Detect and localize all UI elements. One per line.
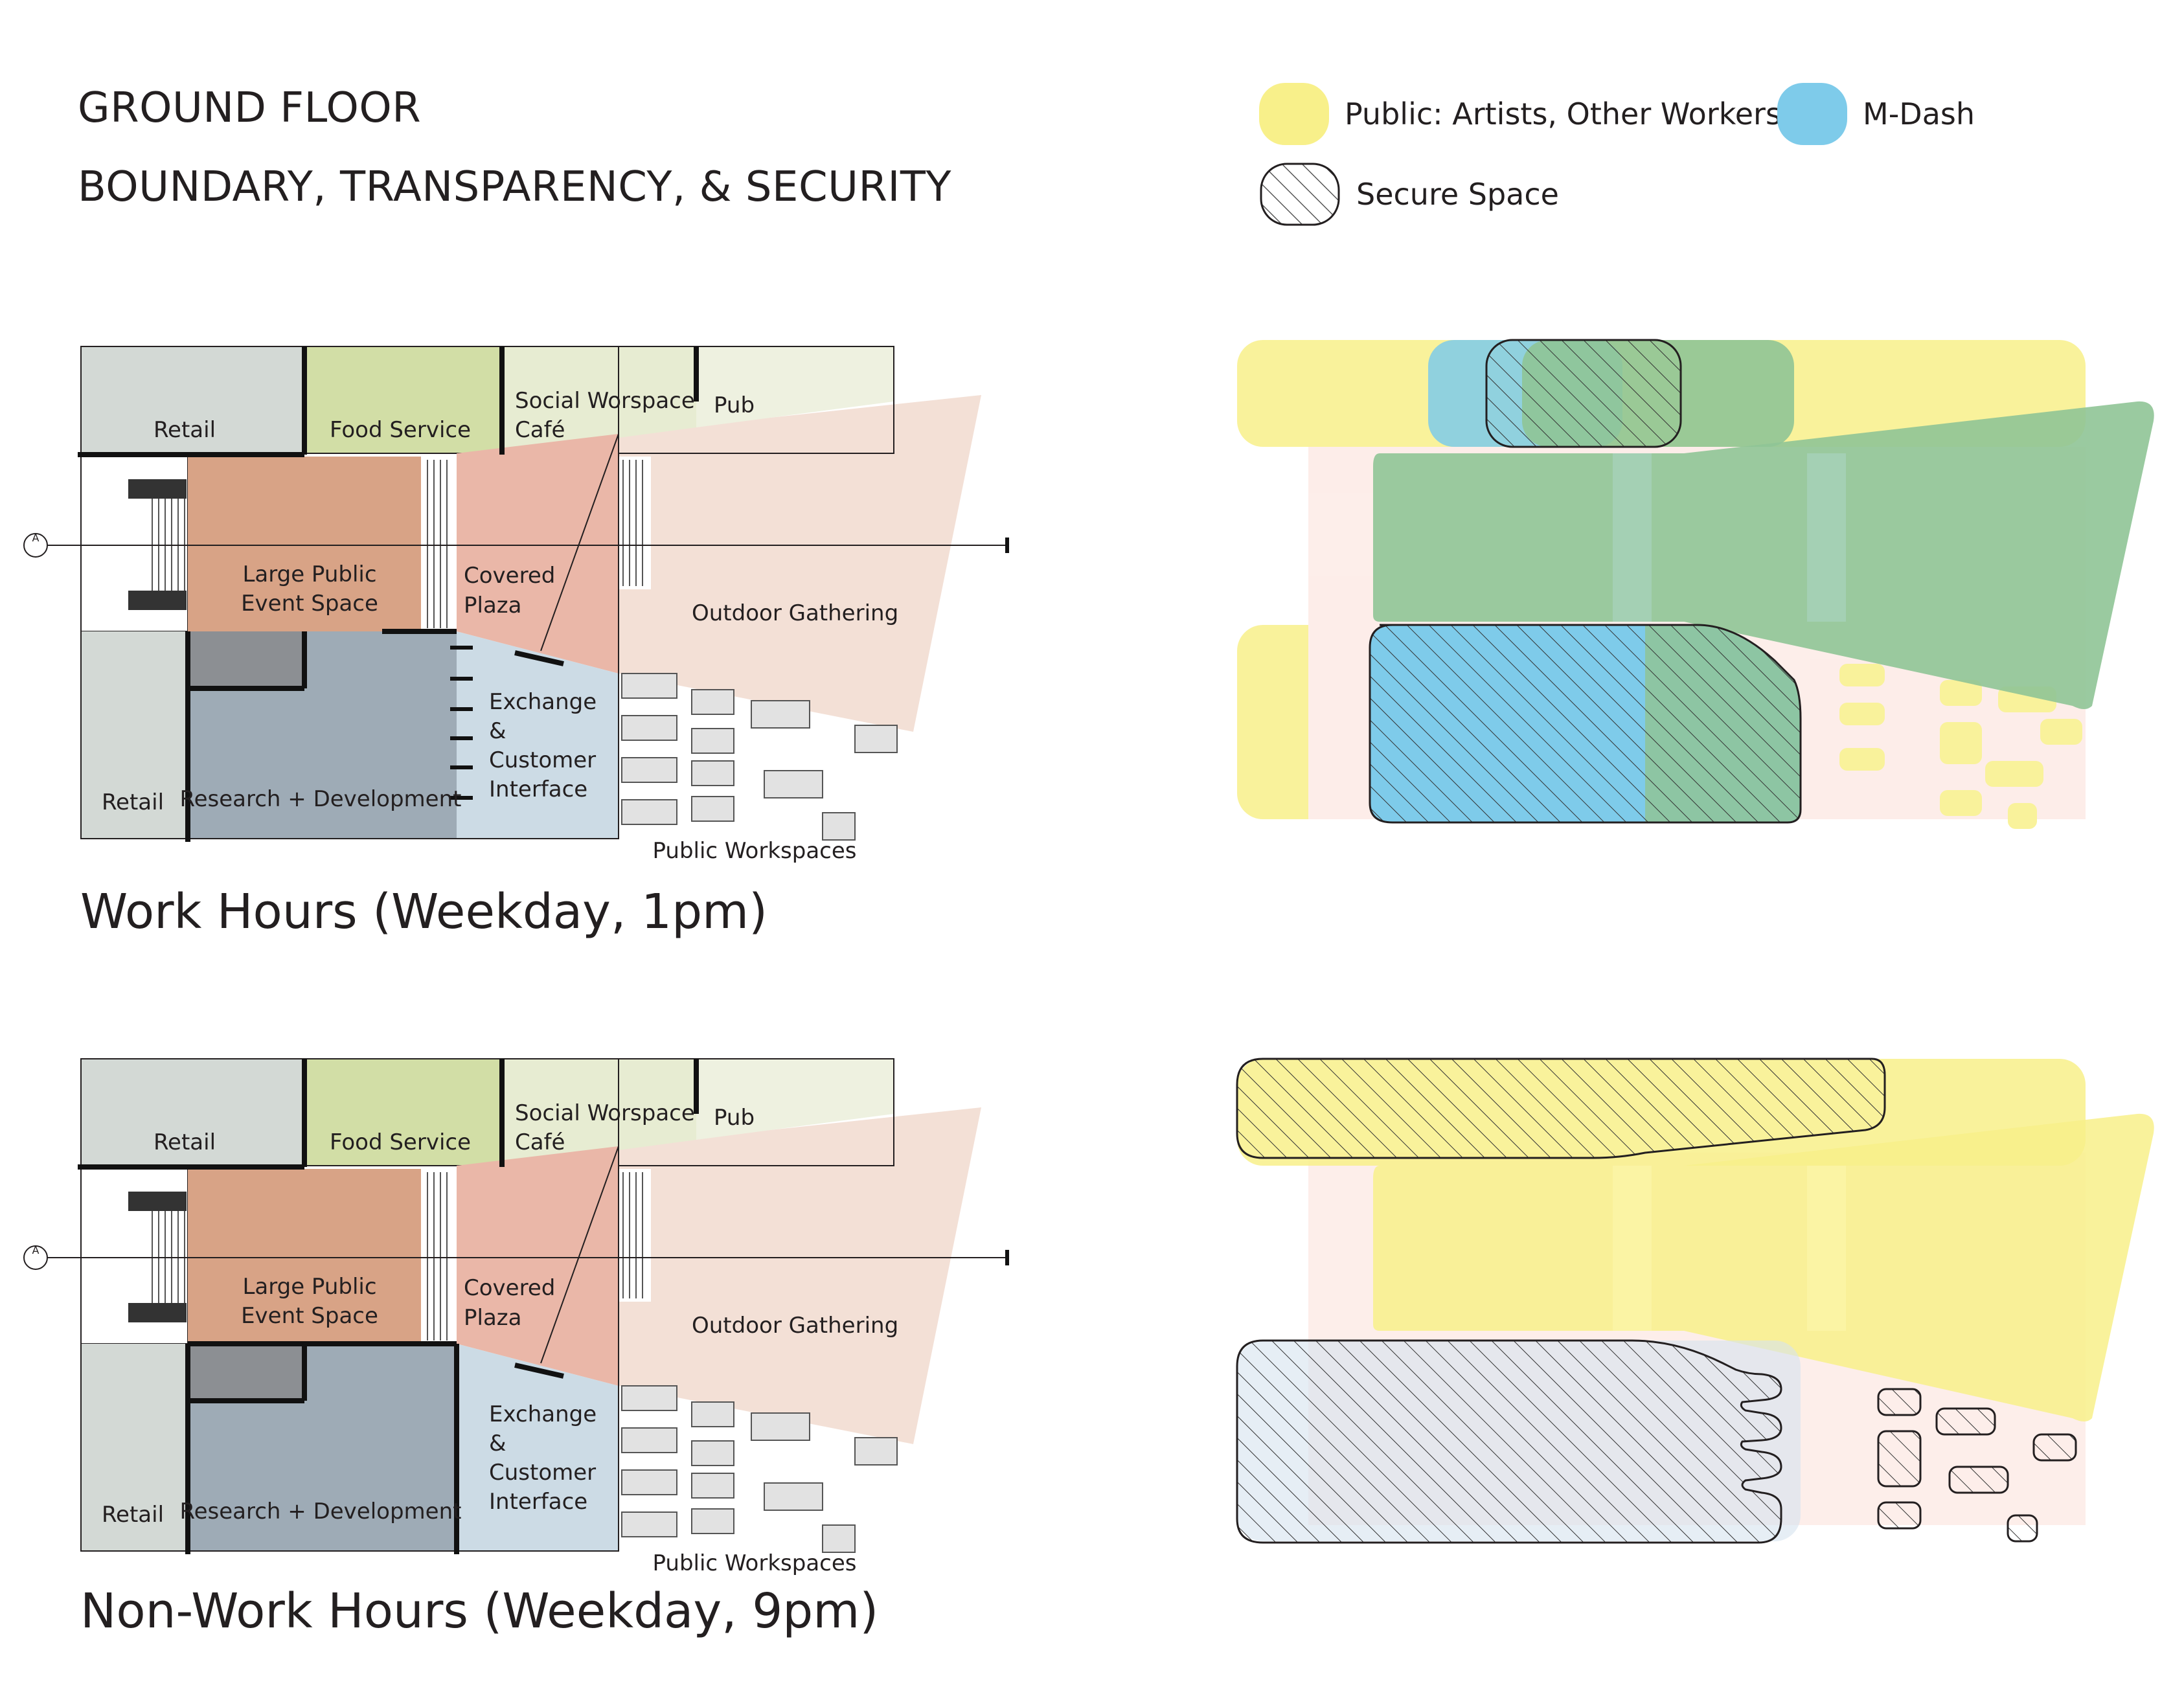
- svg-text:Plaza: Plaza: [464, 1305, 521, 1331]
- label-research: Research + Development: [180, 786, 462, 812]
- food-service-room: [304, 346, 502, 453]
- svg-text:Event Space: Event Space: [241, 1303, 378, 1329]
- label-event-2: Event Space: [241, 591, 378, 617]
- legend-item-public: Public: Artists, Other Workers: [1259, 83, 1781, 145]
- label-retail-bottom: Retail: [102, 789, 164, 815]
- svg-text:Social Worspace: Social Worspace: [515, 1100, 695, 1126]
- svg-text:Large Public: Large Public: [242, 1274, 376, 1300]
- legend-label-public: Public: Artists, Other Workers: [1345, 96, 1781, 131]
- retail-bottom-room: [81, 631, 188, 839]
- legend-label-secure: Secure Space: [1356, 177, 1559, 212]
- public-swatch-icon: [1259, 83, 1329, 145]
- svg-text:Exchange: Exchange: [489, 1401, 597, 1427]
- svg-text:A: A: [32, 1244, 40, 1256]
- secure-zone-bottom: [1369, 624, 1802, 824]
- label-exchange-1: Exchange: [489, 689, 597, 715]
- legend-label-mdash: M-Dash: [1863, 96, 1975, 131]
- label-retail-top: Retail: [154, 417, 216, 443]
- green-zone-center: [1373, 401, 2154, 709]
- label-event-1: Large Public: [242, 561, 376, 587]
- svg-text:Public Workspaces: Public Workspaces: [653, 1550, 857, 1576]
- public-workspace: [621, 673, 677, 699]
- label-plaza-1: Covered: [464, 563, 555, 589]
- label-exchange-2: &: [489, 718, 506, 744]
- pub-room: [696, 346, 894, 427]
- label-outdoor: Outdoor Gathering: [692, 600, 898, 626]
- label-social-1: Social Worspace: [515, 388, 695, 414]
- svg-text:Research + Development: Research + Development: [180, 1499, 462, 1524]
- secure-swatch-icon: [1260, 163, 1340, 226]
- floor-plan-non-work-hours: A Retail Food Service Social Worspace Ca…: [23, 1058, 1009, 1576]
- label-plaza-2: Plaza: [464, 593, 521, 618]
- label-social-2: Café: [515, 417, 565, 443]
- svg-text:Customer: Customer: [489, 1460, 596, 1486]
- zone-diagram-non-work-hours: [1236, 1058, 2154, 1544]
- secure-zone-top-night: [1236, 1058, 1886, 1159]
- section-marker-label: A: [32, 532, 40, 544]
- social-room: [502, 346, 696, 453]
- public-zone-center-night: [1373, 1113, 2154, 1421]
- covered-plaza: [457, 434, 619, 674]
- svg-text:Pub: Pub: [714, 1105, 755, 1131]
- mdash-swatch-icon: [1777, 83, 1847, 145]
- label-exchange-4: Interface: [489, 776, 587, 802]
- label-food-service: Food Service: [330, 417, 471, 443]
- svg-text:Covered: Covered: [464, 1275, 555, 1301]
- svg-text:Café: Café: [515, 1129, 565, 1155]
- label-pub: Pub: [714, 392, 755, 418]
- svg-text:Outdoor Gathering: Outdoor Gathering: [692, 1313, 898, 1339]
- page-subtitle: BOUNDARY, TRANSPARENCY, & SECURITY: [78, 163, 951, 211]
- svg-text:Retail: Retail: [102, 1502, 164, 1528]
- exchange-room: [457, 631, 619, 839]
- zone-diagram-work-hours: [1237, 339, 2154, 829]
- svg-text:Interface: Interface: [489, 1489, 587, 1515]
- legend-item-secure: Secure Space: [1259, 162, 1559, 227]
- outdoor-area: [619, 395, 981, 732]
- svg-text:&: &: [489, 1431, 506, 1456]
- retail-top-room: [81, 346, 304, 453]
- label-public-workspaces: Public Workspaces: [653, 838, 857, 864]
- caption-non-work-hours: Non-Work Hours (Weekday, 9pm): [80, 1583, 879, 1639]
- legend-item-mdash: M-Dash: [1777, 83, 1975, 145]
- label-exchange-3: Customer: [489, 747, 596, 773]
- secure-zone-top: [1485, 339, 1682, 448]
- svg-text:Food Service: Food Service: [330, 1129, 471, 1155]
- secure-zone-bottom-night: [1236, 1339, 1782, 1544]
- event-space: [188, 457, 421, 631]
- svg-text:Retail: Retail: [154, 1129, 216, 1155]
- floor-plan-work-hours: A Retail Food Service Social Worspace Ca…: [23, 346, 1009, 864]
- page-title: GROUND FLOOR: [78, 84, 422, 132]
- caption-work-hours: Work Hours (Weekday, 1pm): [80, 884, 768, 940]
